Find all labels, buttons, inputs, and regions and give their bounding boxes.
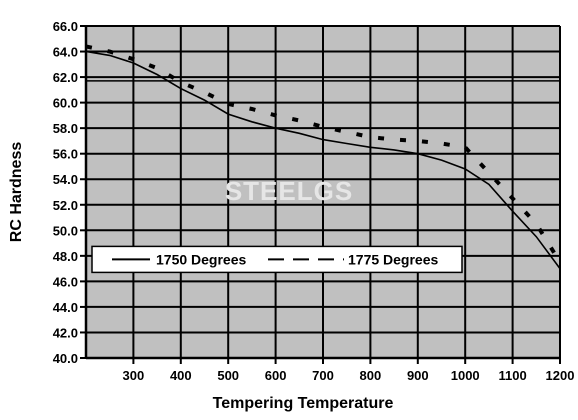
y-tick-label: 42.0 (53, 325, 78, 340)
y-tick-label: 60.0 (53, 96, 78, 111)
x-tick-label: 1100 (498, 368, 526, 383)
tick-labels: 40.0 42.0 44.0 46.0 48.0 50.0 52.0 54.0 56.0 58.0… (53, 19, 575, 383)
x-tick-label: 900 (407, 368, 429, 383)
y-tick-label: 48.0 (53, 249, 78, 264)
y-tick-label: 44.0 (53, 300, 78, 315)
series-line-1 (85, 50, 561, 270)
y-tick-label: 50.0 (53, 223, 78, 238)
x-tick-label: 800 (360, 368, 382, 383)
legend: 1750 Degrees 1775 Degrees (91, 245, 463, 274)
y-tick-label: 54.0 (53, 172, 78, 187)
series-line-2 (85, 44, 562, 264)
x-tick-label: 300 (123, 368, 145, 383)
x-tick-label: 1200 (546, 368, 575, 383)
x-tick-label: 700 (312, 368, 334, 383)
series-layer (85, 44, 562, 270)
legend-label-2: 1775 Degrees (348, 251, 439, 267)
y-tick-label: 64.0 (53, 45, 78, 60)
x-tick-label: 600 (265, 368, 287, 383)
x-axis-title: Tempering Temperature (213, 395, 394, 412)
y-tick-label: 40.0 (53, 351, 78, 366)
y-tick-label: 46.0 (53, 274, 78, 289)
y-tick-label: 52.0 (53, 198, 78, 213)
y-tick-label: 66.0 (53, 19, 78, 34)
watermark-text: STEELGS (225, 176, 353, 206)
x-tick-label: 500 (217, 368, 239, 383)
legend-label-1: 1750 Degrees (156, 251, 247, 267)
y-tick-label: 56.0 (53, 147, 78, 162)
y-tick-label: 58.0 (53, 121, 78, 136)
x-tick-label: 400 (170, 368, 192, 383)
x-tick-label: 1000 (451, 368, 480, 383)
y-tick-label: 62.0 (53, 70, 78, 85)
y-axis-title: RC Hardness (8, 142, 25, 243)
